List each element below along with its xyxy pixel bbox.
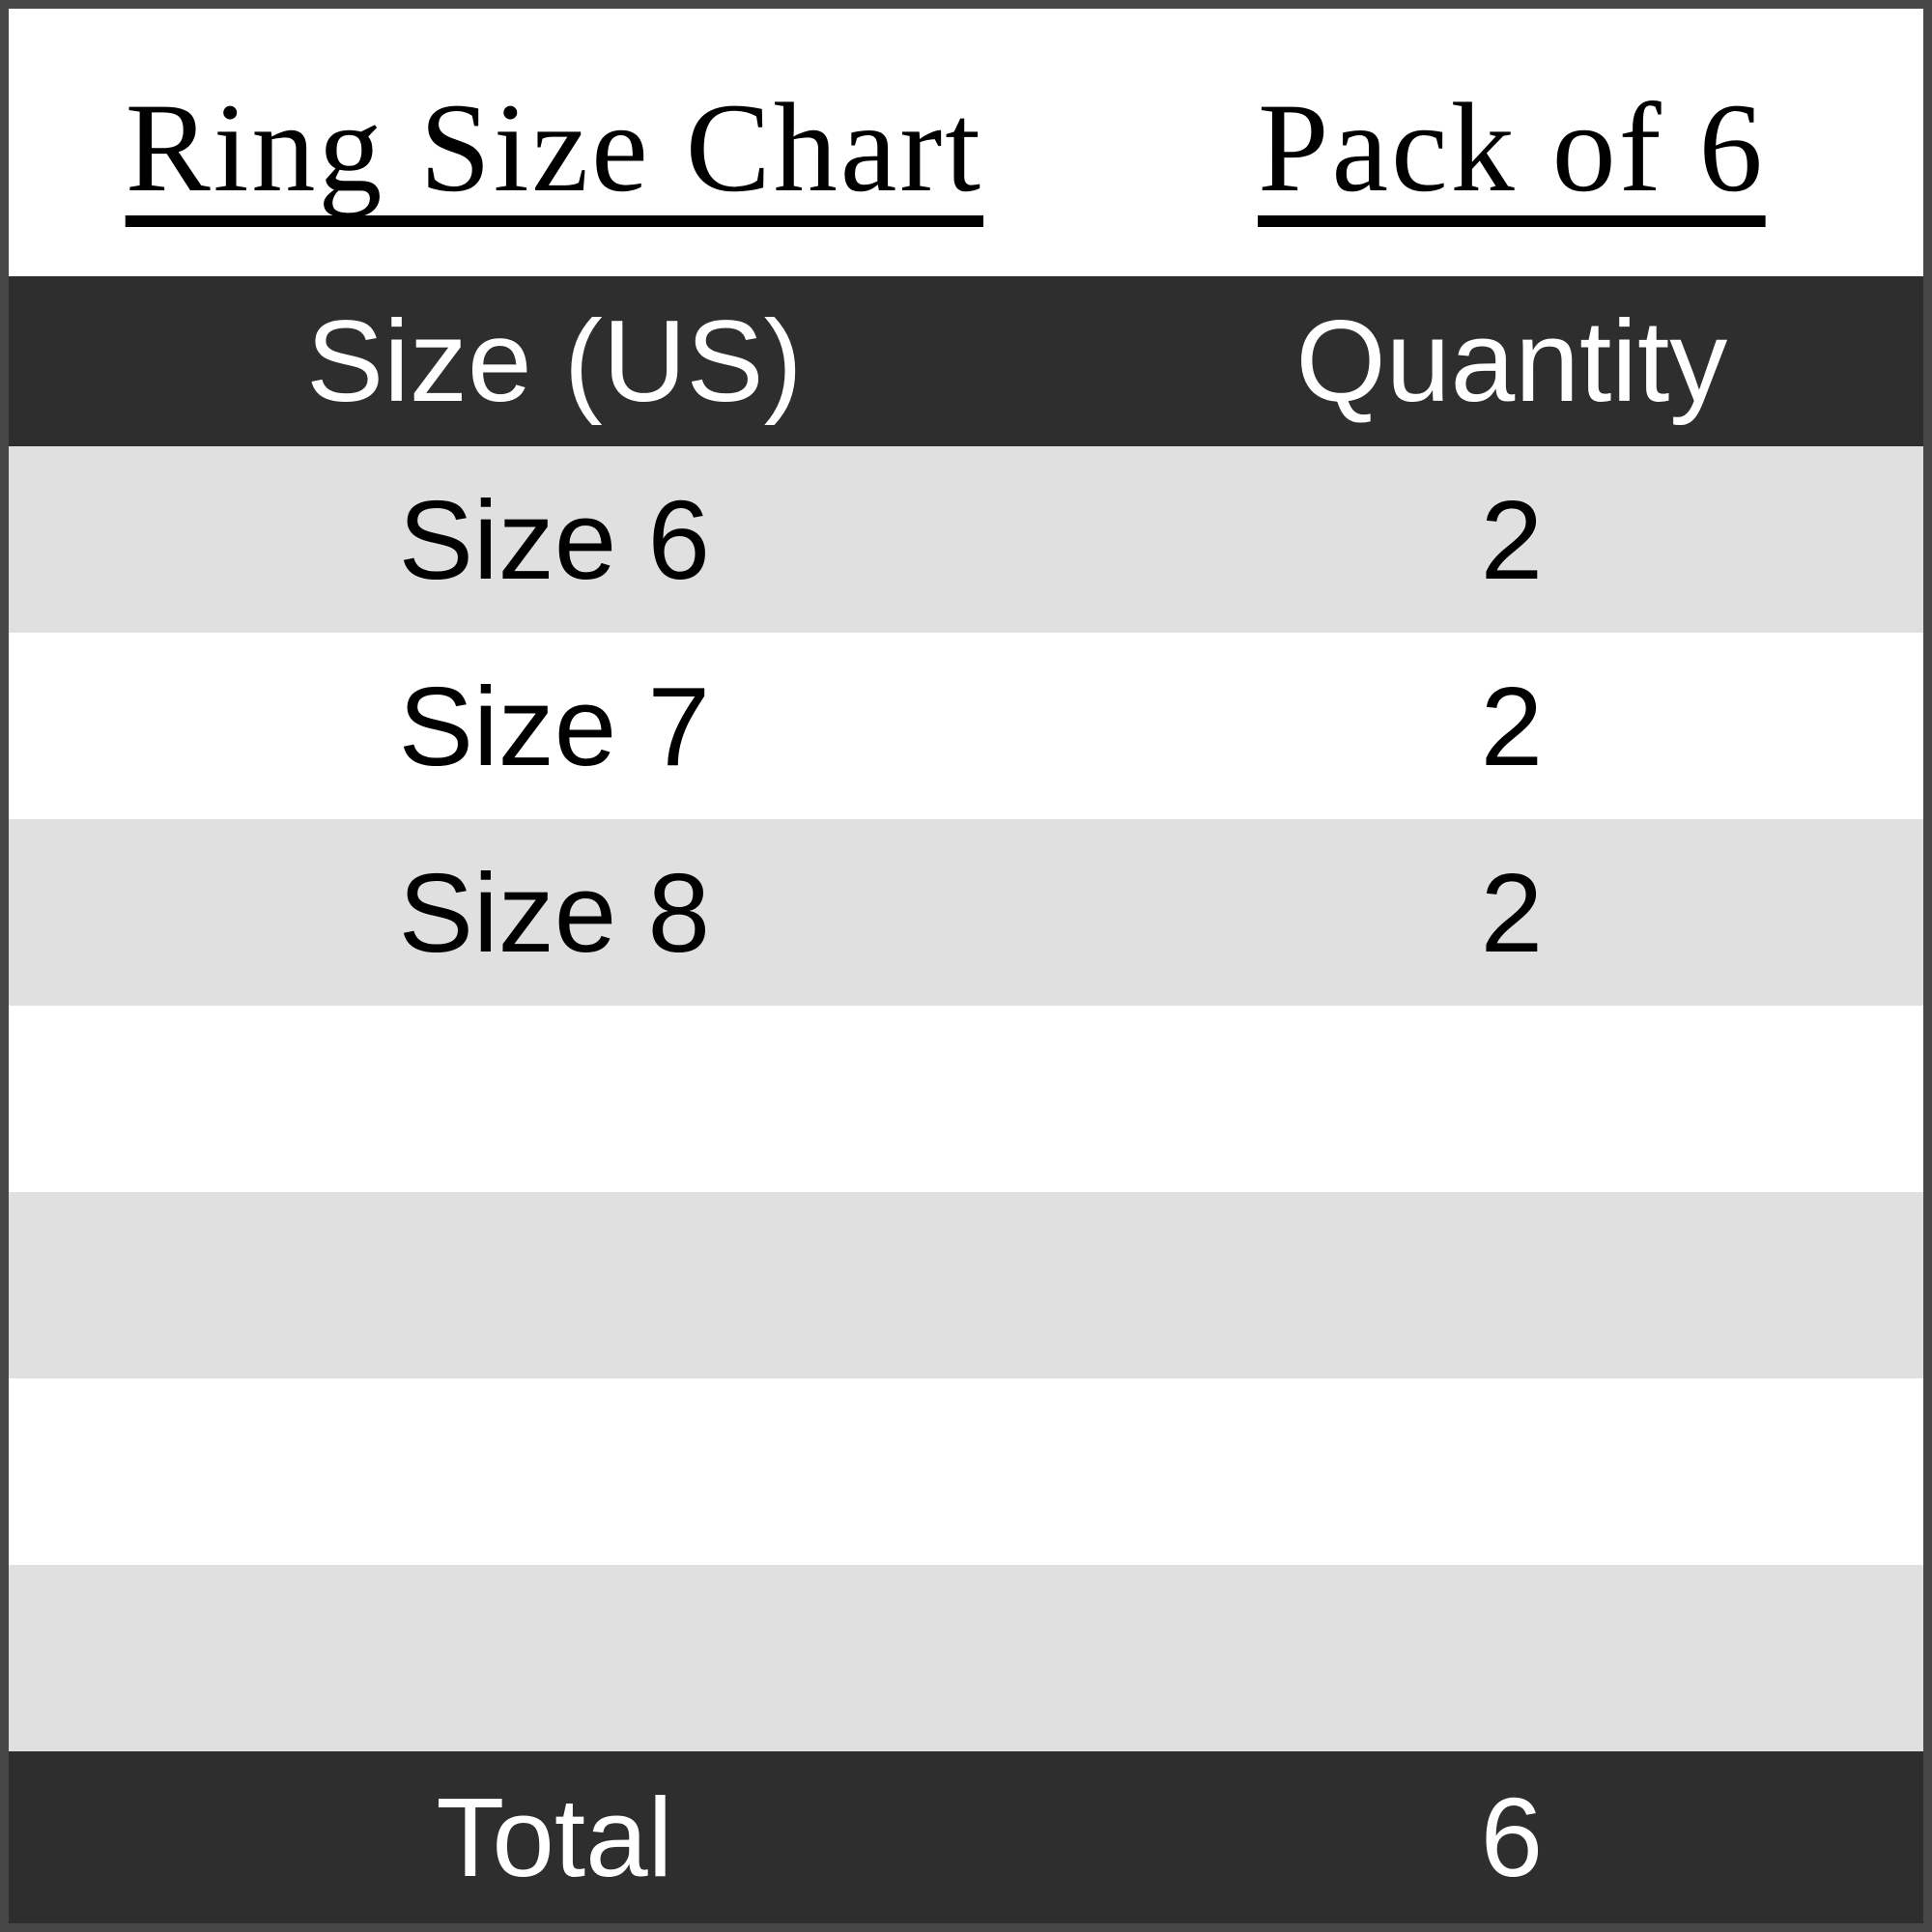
table-row-empty [9,1192,1923,1378]
title-cell-right: Pack of 6 [1100,9,1923,276]
table-row-empty [9,1565,1923,1751]
size-value: Size 6 [398,476,711,603]
column-header-size-label: Size (US) [306,297,803,426]
table-body: Size 6 2 Size 7 2 Size 8 2 [9,446,1923,1751]
size-cell: Size 6 [9,446,1100,633]
quantity-cell [1100,1192,1923,1378]
table-row: Size 8 2 [9,819,1923,1006]
title-row: Ring Size Chart Pack of 6 [9,9,1923,276]
column-header-size: Size (US) [9,276,1100,446]
quantity-value: 2 [1480,849,1544,976]
quantity-cell: 2 [1100,819,1923,1006]
column-header-quantity: Quantity [1100,276,1923,446]
title-cell-left: Ring Size Chart [9,9,1100,276]
size-cell: Size 8 [9,819,1100,1006]
quantity-cell [1100,1565,1923,1751]
size-cell [9,1192,1100,1378]
quantity-cell: 2 [1100,446,1923,633]
quantity-value: 2 [1480,476,1544,603]
table-header-row: Size (US) Quantity [9,276,1923,446]
table-row-empty [9,1378,1923,1565]
table-row: Size 6 2 [9,446,1923,633]
quantity-cell [1100,1378,1923,1565]
size-value: Size 8 [398,849,711,976]
total-label-cell: Total [9,1751,1100,1923]
quantity-cell: 2 [1100,633,1923,819]
size-cell: Size 7 [9,633,1100,819]
total-value-cell: 6 [1100,1751,1923,1923]
total-label: Total [436,1775,673,1900]
size-value: Size 7 [398,663,711,789]
chart-title: Ring Size Chart [125,76,983,218]
quantity-cell [1100,1006,1923,1192]
column-header-quantity-label: Quantity [1295,297,1728,426]
table-footer-row: Total 6 [9,1751,1923,1923]
quantity-value: 2 [1480,663,1544,789]
table-row-empty [9,1006,1923,1192]
table-row: Size 7 2 [9,633,1923,819]
size-cell [9,1565,1100,1751]
pack-title: Pack of 6 [1258,76,1766,218]
size-cell [9,1378,1100,1565]
size-cell [9,1006,1100,1192]
total-value: 6 [1480,1775,1544,1900]
